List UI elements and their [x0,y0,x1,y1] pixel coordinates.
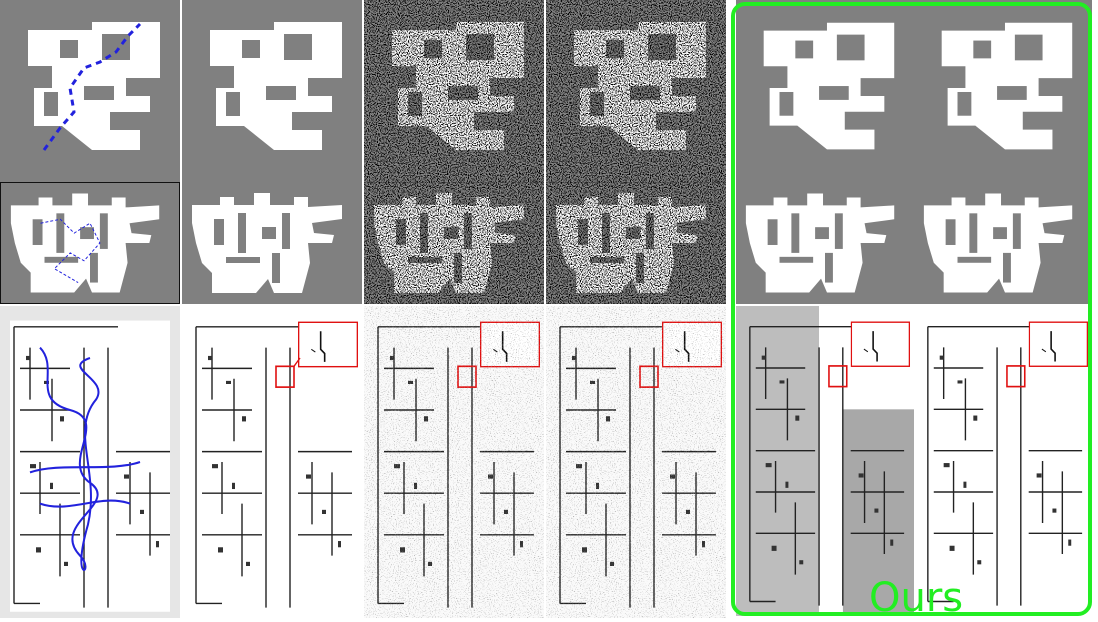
row3-method-1 [182,306,362,618]
row3-method-2 [364,306,544,618]
row1-method-2 [364,0,544,182]
row3-ours-2 [914,306,1092,616]
row3-method-3 [546,306,726,618]
row1-ground-truth-map [0,0,180,182]
row2-ground-truth-map [0,182,180,304]
row2-method-2 [364,182,544,304]
row2-ours-1 [736,182,914,304]
row2-ours-2 [914,182,1092,304]
row3-ground-truth-map [0,306,180,618]
ours-label: Ours [869,575,964,621]
row1-method-1 [182,0,362,182]
row1-ours-1 [736,0,914,182]
row1-ours-2 [914,0,1092,182]
row3-ours-1 [736,306,914,616]
row2-method-3 [546,182,726,304]
row2-method-1 [182,182,362,304]
row1-method-3 [546,0,726,182]
